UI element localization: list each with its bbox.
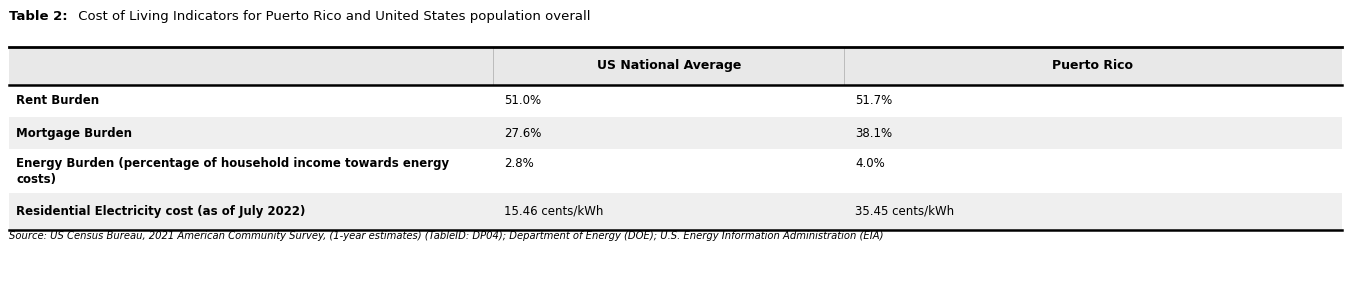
- Text: 4.0%: 4.0%: [855, 157, 885, 170]
- Bar: [9, 117, 1342, 149]
- Text: Cost of Living Indicators for Puerto Rico and United States population overall: Cost of Living Indicators for Puerto Ric…: [74, 10, 590, 23]
- Text: 27.6%: 27.6%: [504, 127, 542, 140]
- Bar: [9, 47, 1342, 85]
- Text: Rent Burden: Rent Burden: [16, 94, 100, 107]
- Text: 51.7%: 51.7%: [855, 94, 893, 107]
- Text: 35.45 cents/kWh: 35.45 cents/kWh: [855, 205, 954, 218]
- Text: 51.0%: 51.0%: [504, 94, 540, 107]
- Bar: [9, 193, 1342, 230]
- Text: 15.46 cents/kWh: 15.46 cents/kWh: [504, 205, 604, 218]
- Text: 2.8%: 2.8%: [504, 157, 534, 170]
- Text: Table 2:: Table 2:: [9, 10, 68, 23]
- Text: US National Average: US National Average: [597, 59, 740, 72]
- Text: Residential Electricity cost (as of July 2022): Residential Electricity cost (as of July…: [16, 205, 305, 218]
- Text: 38.1%: 38.1%: [855, 127, 892, 140]
- Text: Puerto Rico: Puerto Rico: [1052, 59, 1133, 72]
- Text: Mortgage Burden: Mortgage Burden: [16, 127, 132, 140]
- Bar: [9, 149, 1342, 193]
- Text: costs): costs): [16, 173, 57, 186]
- Text: Energy Burden (percentage of household income towards energy: Energy Burden (percentage of household i…: [16, 157, 450, 170]
- Bar: [9, 85, 1342, 117]
- Text: Source: US Census Bureau, 2021 American Community Survey, (1-year estimates) (Ta: Source: US Census Bureau, 2021 American …: [9, 231, 884, 241]
